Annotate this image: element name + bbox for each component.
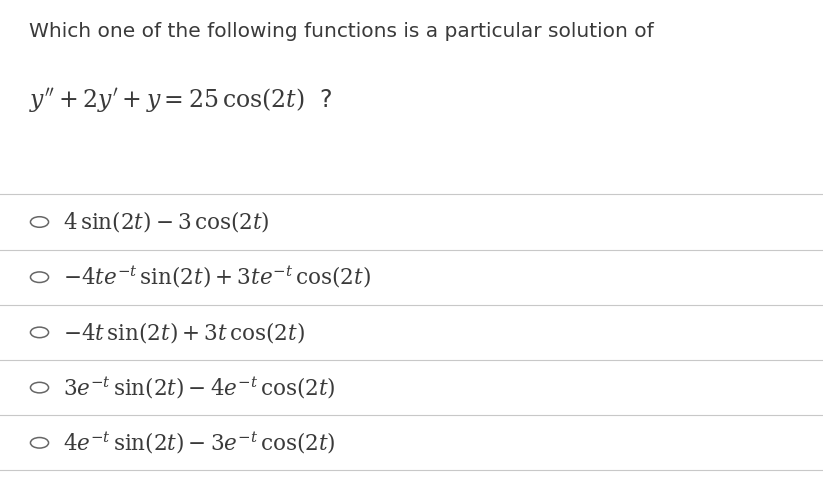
Text: $y'' + 2y' + y = 25\,\cos(2t)\ $ ?: $y'' + 2y' + y = 25\,\cos(2t)\ $ ? (29, 86, 332, 114)
Text: $3e^{-t}\,\sin(2t) - 4e^{-t}\,\cos(2t)$: $3e^{-t}\,\sin(2t) - 4e^{-t}\,\cos(2t)$ (63, 374, 336, 401)
Text: $-4te^{-t}\,\sin(2t) + 3te^{-t}\,\cos(2t)$: $-4te^{-t}\,\sin(2t) + 3te^{-t}\,\cos(2t… (63, 264, 371, 290)
Text: Which one of the following functions is a particular solution of: Which one of the following functions is … (29, 22, 653, 41)
Text: $-4t\,\sin(2t) + 3t\,\cos(2t)$: $-4t\,\sin(2t) + 3t\,\cos(2t)$ (63, 320, 305, 345)
Text: $4e^{-t}\,\sin(2t) - 3e^{-t}\,\cos(2t)$: $4e^{-t}\,\sin(2t) - 3e^{-t}\,\cos(2t)$ (63, 430, 336, 456)
Text: $4\,\sin(2t) - 3\,\cos(2t)$: $4\,\sin(2t) - 3\,\cos(2t)$ (63, 209, 270, 235)
